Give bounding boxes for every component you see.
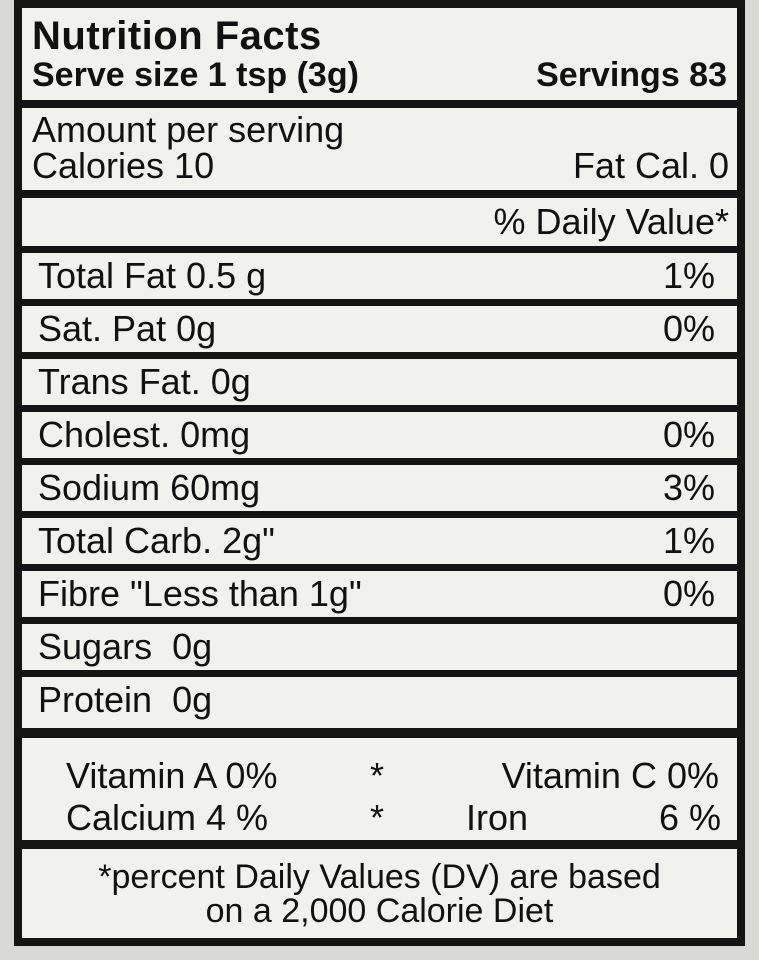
divider [22, 190, 737, 198]
divider [22, 670, 737, 677]
divider [22, 564, 737, 571]
iron-value: 6 % [658, 797, 721, 838]
footnote-line-2: on a 2,000 Calorie Diet [205, 892, 554, 930]
divider [22, 352, 737, 359]
nutrient-row: Cholest. 0mg 0% [38, 412, 715, 458]
top-border [22, 0, 737, 8]
nutrient-dv: 0% [662, 573, 715, 614]
calcium: Calcium 4 % [66, 797, 269, 838]
nutrient-row: Trans Fat. 0g [38, 359, 715, 405]
nutrient-row: Total Fat 0.5 g 1% [38, 253, 715, 299]
nutrient-name: Sat. Pat 0g [38, 308, 217, 349]
calories-row: Calories 10 Fat Cal. 0 [32, 148, 729, 184]
nutrient-name: Sodium 60mg [38, 467, 261, 508]
divider-thick [22, 100, 737, 108]
nutrient-dv: 0% [662, 414, 715, 455]
serving-info: Serve size 1 tsp (3g) Servings 83 [32, 56, 727, 94]
iron-label: Iron [466, 797, 529, 838]
nutrient-row: Sat. Pat 0g 0% [38, 306, 715, 352]
nutrient-name: Sugars 0g [38, 626, 213, 667]
vitamin-a: Vitamin A 0% [66, 755, 278, 796]
separator-star: * [370, 797, 385, 838]
divider [22, 246, 737, 253]
nutrient-row: Sugars 0g [38, 624, 715, 670]
separator-star: * [370, 755, 385, 796]
nutrient-dv: 0% [662, 308, 715, 349]
divider-thick [22, 728, 737, 738]
nutrient-row: Protein 0g [38, 677, 715, 723]
divider [22, 458, 737, 465]
nutrient-name: Total Carb. 2g" [38, 520, 275, 561]
divider [22, 405, 737, 412]
divider [22, 617, 737, 624]
fat-calories: Fat Cal. 0 [572, 145, 729, 186]
mineral-row: Calcium 4 % * Iron 6 % [22, 798, 737, 838]
daily-value-header: % Daily Value* [493, 201, 729, 242]
divider [22, 511, 737, 518]
nutrient-row: Sodium 60mg 3% [38, 465, 715, 511]
nutrient-dv: 1% [662, 255, 715, 296]
nutrient-row: Fibre "Less than 1g" 0% [38, 571, 715, 617]
nutrient-name: Protein 0g [38, 679, 213, 720]
nutrient-row: Total Carb. 2g" 1% [38, 518, 715, 564]
vitamin-c: Vitamin C 0% [501, 755, 719, 796]
nutrition-label: Nutrition Facts Serve size 1 tsp (3g) Se… [14, 0, 745, 946]
nutrient-name: Trans Fat. 0g [38, 361, 251, 402]
servings-count: Servings 83 [536, 56, 727, 94]
nutrient-name: Total Fat 0.5 g [38, 255, 267, 296]
calories: Calories 10 [32, 145, 215, 186]
nutrient-name: Fibre "Less than 1g" [38, 573, 362, 614]
nutrient-name: Cholest. 0mg [38, 414, 251, 455]
divider-thick [22, 840, 737, 849]
serve-size: Serve size 1 tsp (3g) [32, 56, 359, 94]
divider [22, 299, 737, 306]
vitamin-row: Vitamin A 0% * Vitamin C 0% [22, 756, 737, 796]
nutrient-dv: 1% [662, 520, 715, 561]
nutrient-dv: 3% [662, 467, 715, 508]
amount-per-serving: Amount per serving [32, 109, 345, 150]
label-title: Nutrition Facts [32, 14, 322, 58]
footnote-line-1: *percent Daily Values (DV) are based [98, 858, 661, 896]
